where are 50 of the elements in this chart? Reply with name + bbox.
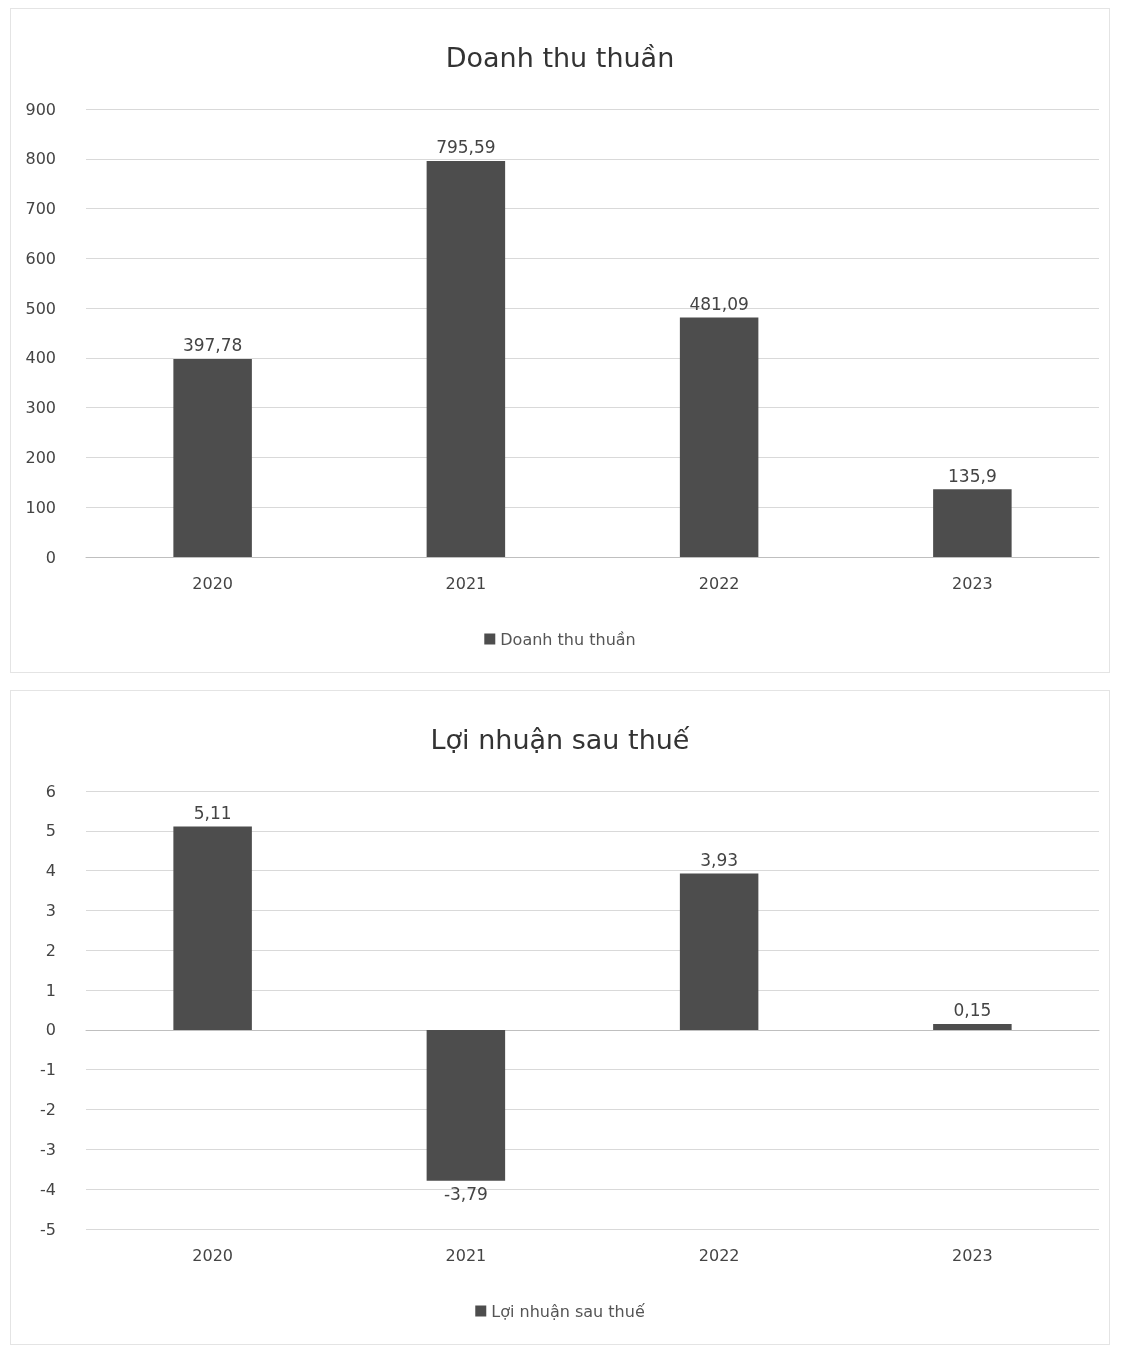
bar: [933, 1023, 1012, 1030]
chart-title: Doanh thu thuần: [445, 42, 675, 73]
bar: [426, 160, 506, 557]
y-tick-label: 700: [25, 199, 56, 219]
legend-label: Doanh thu thuần: [500, 629, 636, 649]
x-tick-label: 2023: [952, 1245, 993, 1265]
bar: [173, 358, 252, 557]
bar: [679, 873, 759, 1030]
bar: [173, 826, 252, 1030]
x-tick-label: 2022: [698, 1245, 740, 1265]
y-tick-label: 1: [45, 980, 56, 1000]
y-tick-label: 100: [25, 497, 56, 517]
y-tick-label: 0: [45, 1020, 56, 1040]
y-tick-label: 200: [25, 447, 56, 467]
x-tick-label: 2021: [445, 1245, 487, 1265]
y-tick-label: 4: [45, 861, 56, 881]
x-tick-label: 2020: [192, 573, 233, 593]
data-label: -3,79: [443, 1184, 488, 1205]
data-label: 0,15: [953, 1000, 992, 1021]
y-tick-label: -1: [40, 1060, 56, 1080]
bar: [933, 489, 1012, 557]
y-tick-label: 5: [45, 821, 56, 841]
bar: [426, 1029, 506, 1181]
data-label: 481,09: [689, 294, 749, 315]
y-tick-label: -5: [40, 1219, 56, 1239]
y-tick-label: -4: [40, 1179, 56, 1199]
y-tick-label: 400: [25, 348, 56, 368]
data-label: 3,93: [700, 849, 739, 870]
y-tick-label: 2: [45, 940, 56, 960]
data-label: 5,11: [193, 802, 232, 823]
data-label: 397,78: [182, 335, 243, 356]
y-tick-label: 900: [25, 99, 56, 119]
y-tick-label: 300: [25, 398, 56, 418]
chart-title: Lợi nhuận sau thuế: [430, 724, 690, 755]
y-tick-label: 600: [25, 248, 56, 268]
bar: [679, 317, 759, 557]
y-tick-label: 6: [45, 781, 56, 801]
x-tick-label: 2022: [698, 573, 740, 593]
y-tick-label: 0: [45, 547, 56, 567]
y-tick-label: 3: [45, 900, 56, 920]
legend-label: Lợi nhuận sau thuế: [491, 1301, 645, 1321]
x-tick-label: 2023: [952, 573, 993, 593]
y-tick-label: 500: [25, 298, 56, 318]
data-label: 795,59: [436, 137, 496, 158]
y-tick-label: 800: [25, 149, 56, 169]
data-label: 135,9: [948, 465, 997, 486]
x-tick-label: 2021: [445, 573, 487, 593]
y-tick-label: -2: [40, 1100, 56, 1120]
y-tick-label: -3: [40, 1139, 56, 1159]
x-tick-label: 2020: [192, 1245, 233, 1265]
